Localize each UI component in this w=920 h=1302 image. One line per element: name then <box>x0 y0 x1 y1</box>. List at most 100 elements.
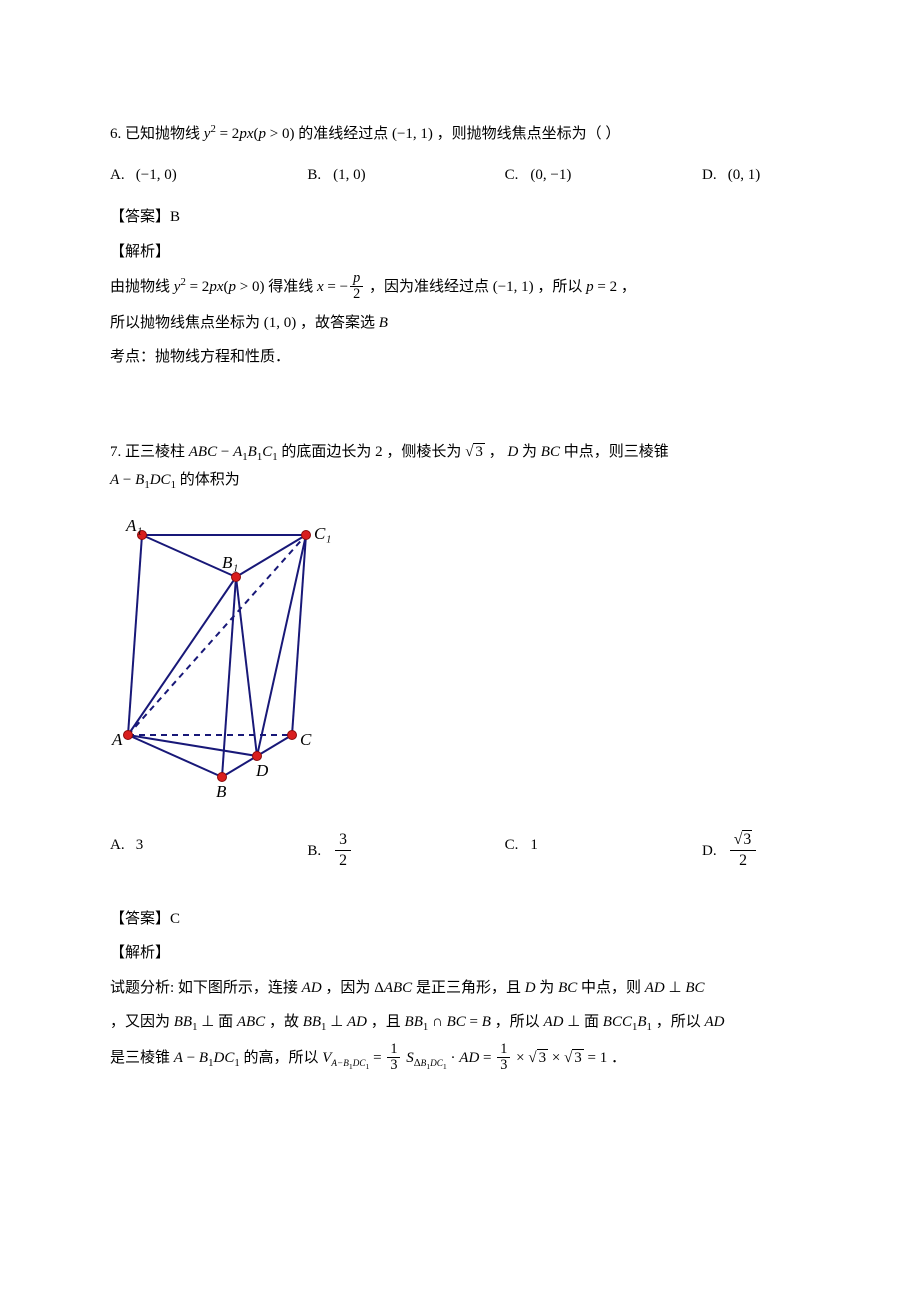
perp: ⊥ <box>201 1014 218 1030</box>
q7-figure: ABCDA₁B₁C₁ <box>110 513 810 803</box>
text: 的高，所以 <box>243 1050 318 1066</box>
opt-value: (1, 0) <box>333 167 366 183</box>
q7-stem: 7. 正三棱柱 ABC − A1B1C1 的底面边长为 2 ，侧棱长为 √3 ，… <box>110 438 810 495</box>
D: D <box>525 980 536 996</box>
q7-answer: 【答案】C <box>110 905 810 934</box>
text: 中点，则三棱锥 <box>564 444 669 460</box>
AD: AD <box>543 1014 563 1030</box>
q7-number: 7. <box>110 444 121 460</box>
text: ， <box>621 279 636 295</box>
AD: AD <box>347 1014 367 1030</box>
q7-opt-d: D. √32 <box>702 831 802 873</box>
svg-text:B₁: B₁ <box>222 553 238 572</box>
q6-number: 6. <box>110 126 121 142</box>
opt-label: B. <box>307 161 321 190</box>
opt-label: A. <box>110 831 124 860</box>
tet: A − B1DC1 <box>110 472 176 488</box>
pt: (−1, 1) <box>493 279 534 295</box>
q6-options: A. (−1, 0) B. (1, 0) C. (0, −1) D. (0, 1… <box>110 161 810 190</box>
prism: ABC − A1B1C1 <box>189 444 278 460</box>
BC: BC <box>558 980 577 996</box>
cap: BB1 ∩ BC = B <box>405 1014 491 1030</box>
tet: A − B1DC1 <box>174 1050 240 1066</box>
answer-value: C <box>170 911 180 927</box>
q7-opt-b: B. 32 <box>307 831 407 873</box>
soln-label: 【解析】 <box>110 244 170 260</box>
text: ，因为 <box>325 980 370 996</box>
text: 正三棱柱 <box>125 444 185 460</box>
AD: AD <box>704 1014 724 1030</box>
opt-value: 1 <box>530 837 538 853</box>
opt-label: C. <box>505 161 519 190</box>
text: 是正三角形，且 <box>416 980 521 996</box>
opt-value: (0, −1) <box>530 167 571 183</box>
perp: ⊥ <box>567 1014 584 1030</box>
q6-soln-line2: 所以抛物线焦点坐标为 (1, 0) ，故答案选 B <box>110 309 810 338</box>
text: ，因为准线经过点 <box>369 279 489 295</box>
BB1: BB1 <box>174 1014 198 1030</box>
pt: (1, 0) <box>264 315 297 331</box>
q6-answer: 【答案】B <box>110 203 810 232</box>
period: ． <box>611 1050 626 1066</box>
text: 得准线 <box>268 279 313 295</box>
q6-stem: 6. 已知抛物线 y2 = 2px(p > 0) 的准线经过点 (−1, 1) … <box>110 120 810 149</box>
q6-opt-d: D. (0, 1) <box>702 161 802 190</box>
opt-value: (−1, 0) <box>136 167 177 183</box>
prism-diagram: ABCDA₁B₁C₁ <box>110 513 340 803</box>
answer-label: 【答案】 <box>110 911 170 927</box>
eq: y2 = 2px(p > 0) <box>174 279 265 295</box>
q6-pt1: (−1, 1) <box>392 126 433 142</box>
q6-stem-pre: 已知抛物线 <box>125 126 200 142</box>
q7-soln-line3: 是三棱锥 A − B1DC1 的高，所以 VA−B1DC1 = 13 SΔB1D… <box>110 1043 810 1074</box>
opt-value: 32 <box>333 843 353 859</box>
voleq: VA−B1DC1 = 13 SΔB1DC1 · AD = 13 × √3 × √… <box>322 1050 607 1066</box>
eq: x = −p2 <box>317 279 365 295</box>
text: ， <box>489 444 504 460</box>
sqrt3: √3 <box>465 444 485 460</box>
svg-text:A₁: A₁ <box>125 516 142 535</box>
face: 面 <box>218 1014 233 1030</box>
text: ，且 <box>371 1014 401 1030</box>
opt-label: C. <box>505 831 519 860</box>
opt-value: (0, 1) <box>728 167 761 183</box>
answer-label: 【答案】 <box>110 209 170 225</box>
q6-opt-c: C. (0, −1) <box>505 161 605 190</box>
q7-options: A. 3 B. 32 C. 1 D. √32 <box>110 831 810 873</box>
opt-value: 3 <box>136 837 144 853</box>
text: ，所以 <box>537 279 582 295</box>
len2: 2 <box>375 444 383 460</box>
q6-soln-line1: 由抛物线 y2 = 2px(p > 0) 得准线 x = −p2 ，因为准线经过… <box>110 272 810 303</box>
text: 为 <box>539 980 554 996</box>
svg-text:C: C <box>300 730 312 749</box>
ans: B <box>379 315 388 331</box>
perp: ⊥ <box>330 1014 347 1030</box>
AD: AD <box>302 980 322 996</box>
text: 是三棱锥 <box>110 1050 170 1066</box>
answer-value: B <box>170 209 180 225</box>
q6-eq1: y2 = 2px(p > 0) <box>204 126 295 142</box>
svg-text:B: B <box>216 782 227 801</box>
svg-text:A: A <box>111 730 123 749</box>
text: 由抛物线 <box>110 279 170 295</box>
BC: BC <box>541 444 560 460</box>
q6-opt-b: B. (1, 0) <box>307 161 407 190</box>
q6-stem-mid: 的准线经过点 <box>298 126 388 142</box>
text: ，故 <box>269 1014 299 1030</box>
q6-stem-tail: ，则抛物线焦点坐标为（ ） <box>437 126 621 142</box>
text: ，又因为 <box>110 1014 170 1030</box>
q7-opt-a: A. 3 <box>110 831 210 873</box>
opt-label: D. <box>702 837 716 866</box>
text: 试题分析: 如下图所示，连接 <box>110 980 298 996</box>
q6-soln-label-row: 【解析】 <box>110 238 810 267</box>
q6-opt-a: A. (−1, 0) <box>110 161 210 190</box>
text: ，所以 <box>656 1014 701 1030</box>
dABC: ΔABC <box>374 980 412 996</box>
q6-kaodian: 考点：抛物线方程和性质． <box>110 343 810 372</box>
soln-label: 【解析】 <box>110 945 170 961</box>
text: ，故答案选 <box>300 315 375 331</box>
faceBCC1B1: BCC1B1 <box>603 1014 652 1030</box>
eq: p = 2 <box>586 279 617 295</box>
q7-soln-label-row: 【解析】 <box>110 939 810 968</box>
opt-label: B. <box>307 837 321 866</box>
text: ，所以 <box>495 1014 540 1030</box>
